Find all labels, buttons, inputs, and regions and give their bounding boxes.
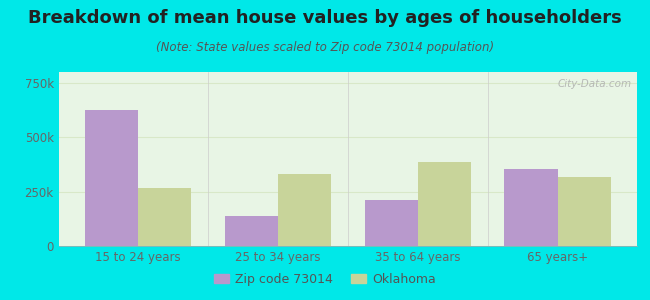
Text: City-Data.com: City-Data.com	[557, 79, 631, 89]
Legend: Zip code 73014, Oklahoma: Zip code 73014, Oklahoma	[209, 268, 441, 291]
Bar	[84, 110, 138, 246]
Bar	[504, 169, 558, 246]
Bar	[225, 215, 278, 246]
Bar	[138, 188, 191, 246]
Text: (Note: State values scaled to Zip code 73014 population): (Note: State values scaled to Zip code 7…	[156, 40, 494, 53]
Bar	[278, 174, 331, 246]
Bar	[365, 200, 418, 246]
Bar	[418, 162, 471, 246]
Bar	[558, 178, 611, 246]
Text: Breakdown of mean house values by ages of householders: Breakdown of mean house values by ages o…	[28, 9, 622, 27]
